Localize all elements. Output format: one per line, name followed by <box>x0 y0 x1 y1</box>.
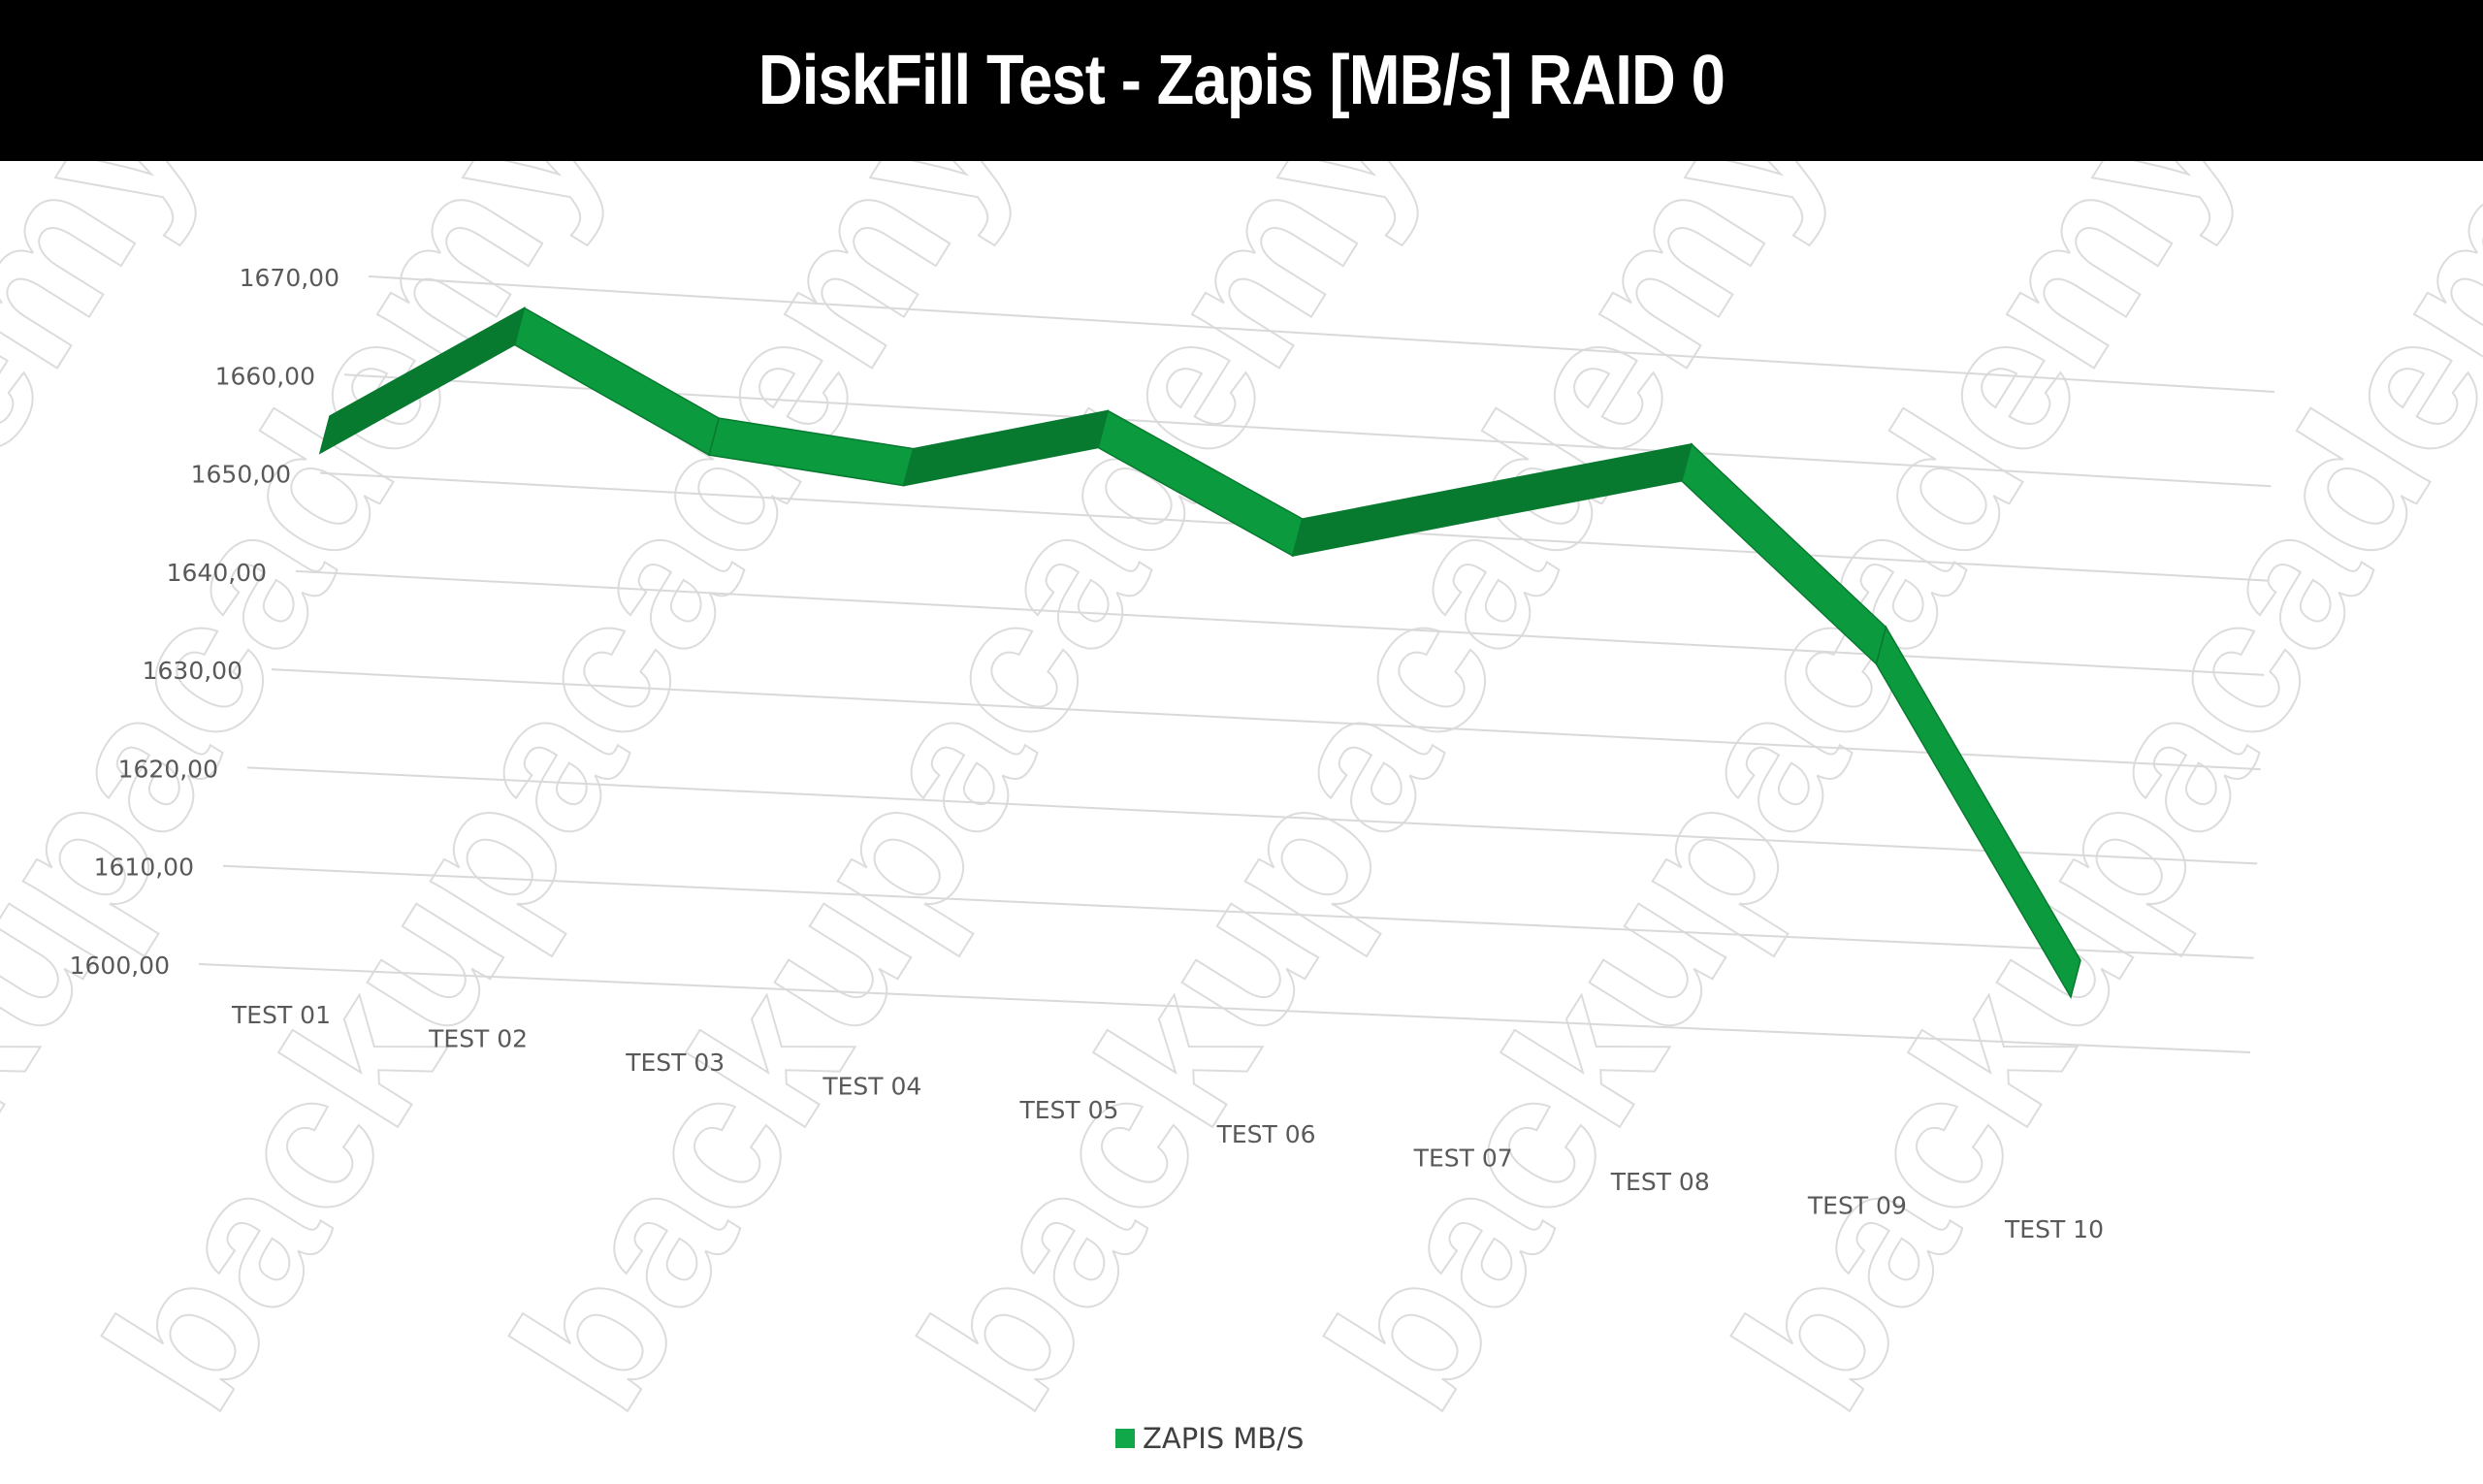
x-tick-label: TEST 04 <box>822 1073 921 1101</box>
legend-swatch <box>1115 1429 1135 1448</box>
series-segment <box>1875 625 2081 1000</box>
x-tick-label: TEST 08 <box>1610 1168 1710 1196</box>
y-tick-label: 1600,00 <box>70 952 170 980</box>
y-tick-label: 1660,00 <box>215 362 315 390</box>
gridline <box>198 963 2251 1053</box>
x-axis-ticks: TEST 01 TEST 02 TEST 03 TEST 04 TEST 05 TEST … <box>231 1001 2104 1243</box>
x-tick-label: TEST 01 <box>231 1001 331 1029</box>
chart: backupacademy.plbackupacademy.plbackupac… <box>0 161 2483 1445</box>
gridline <box>222 864 2254 959</box>
series-ribbon <box>318 306 2081 1000</box>
y-tick-label: 1650,00 <box>191 461 291 489</box>
x-tick-label: TEST 06 <box>1216 1120 1316 1148</box>
gridline <box>246 766 2258 865</box>
x-tick-label: TEST 02 <box>428 1025 528 1053</box>
x-tick-label: TEST 05 <box>1018 1096 1118 1124</box>
y-axis-ticks: 1600,00 1610,00 1620,00 1630,00 1640,00 1650,… <box>70 264 339 980</box>
gridline <box>295 569 2265 676</box>
y-tick-label: 1610,00 <box>94 854 194 882</box>
y-tick-label: 1620,00 <box>118 755 218 783</box>
chart-title: DiskFill Test - Zapis [MB/s] RAID 0 <box>758 42 1725 119</box>
legend: ZAPIS MB/S <box>1115 1422 1304 1455</box>
x-tick-label: TEST 03 <box>625 1048 725 1077</box>
watermark: backupacademy.plbackupacademy.plbackupac… <box>0 161 2483 1445</box>
legend-label: ZAPIS MB/S <box>1143 1422 1305 1455</box>
gridline <box>368 275 2275 393</box>
y-tick-label: 1640,00 <box>167 559 267 587</box>
title-bar: DiskFill Test - Zapis [MB/s] RAID 0 <box>0 0 2483 161</box>
x-tick-label: TEST 10 <box>2004 1215 2104 1243</box>
y-tick-label: 1630,00 <box>143 657 242 685</box>
x-tick-label: TEST 09 <box>1807 1191 1907 1219</box>
x-tick-label: TEST 07 <box>1413 1144 1513 1172</box>
y-tick-label: 1670,00 <box>240 264 339 292</box>
